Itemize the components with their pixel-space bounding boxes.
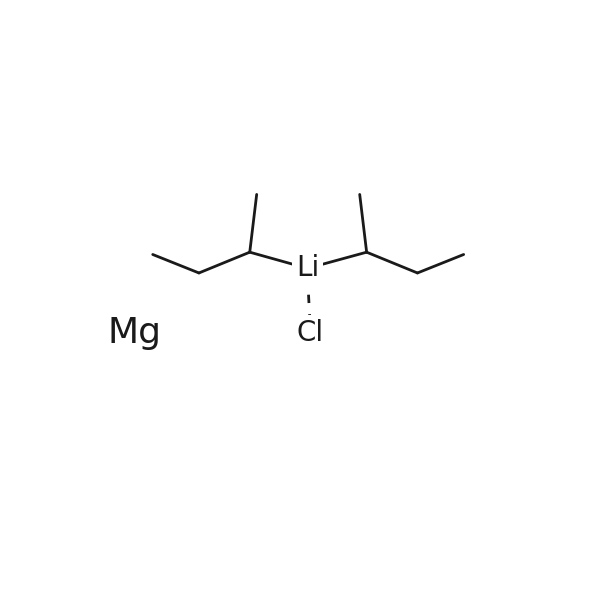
Text: Cl: Cl	[296, 319, 323, 347]
Text: Mg: Mg	[107, 316, 161, 350]
Text: Li: Li	[296, 254, 319, 283]
